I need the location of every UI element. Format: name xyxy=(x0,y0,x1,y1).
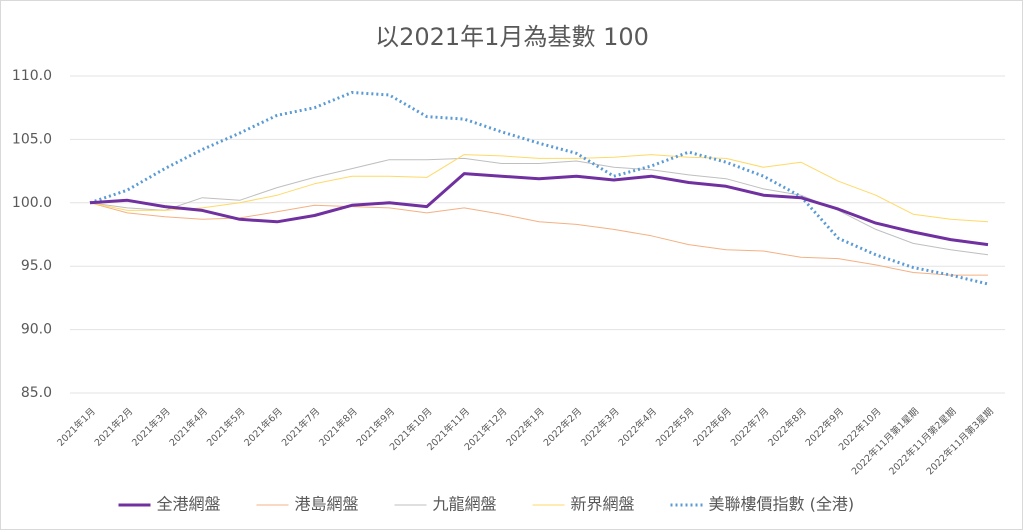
series-line xyxy=(89,154,989,223)
y-tick-label: 95.0 xyxy=(21,258,52,274)
y-tick-label: 105.0 xyxy=(12,131,52,147)
series-line xyxy=(89,172,989,247)
legend-label: 港島網盤 xyxy=(295,495,359,514)
y-tick-label: 85.0 xyxy=(21,385,52,401)
y-tick-label: 110.0 xyxy=(12,68,52,84)
legend-label: 美聯樓價指數 (全港) xyxy=(709,495,855,514)
legend-label: 全港網盤 xyxy=(157,495,221,514)
legend-label: 新界網盤 xyxy=(571,495,635,514)
y-tick-label: 100.0 xyxy=(12,195,52,211)
series-line xyxy=(89,91,989,286)
legend-label: 九龍網盤 xyxy=(433,495,497,514)
y-tick-label: 90.0 xyxy=(21,322,52,338)
chart-title: 以2021年1月為基數 100 xyxy=(375,23,649,51)
